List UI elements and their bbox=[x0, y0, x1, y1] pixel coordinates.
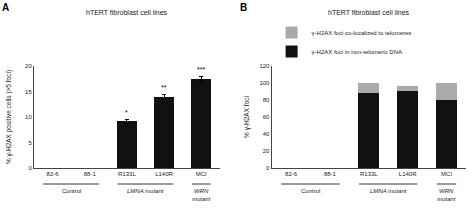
svg-text:*: * bbox=[125, 109, 128, 116]
svg-text:Control: Control bbox=[301, 188, 320, 194]
svg-text:LMNA mutant: LMNA mutant bbox=[370, 188, 407, 194]
svg-text:L140R: L140R bbox=[155, 171, 173, 177]
svg-text:100: 100 bbox=[259, 80, 270, 86]
svg-text:82-6: 82-6 bbox=[285, 171, 298, 177]
svg-text:80: 80 bbox=[263, 97, 270, 103]
svg-text:MCI: MCI bbox=[196, 171, 207, 177]
svg-text:82-6: 82-6 bbox=[47, 171, 60, 177]
svg-text:60: 60 bbox=[263, 114, 270, 120]
svg-text:10: 10 bbox=[25, 114, 32, 120]
svg-text:40: 40 bbox=[263, 131, 270, 137]
svg-text:WRNmutant: WRNmutant bbox=[192, 188, 211, 202]
svg-text:MCI: MCI bbox=[441, 171, 452, 177]
svg-text:γ-H2AX foci in non-telomeric D: γ-H2AX foci in non-telomeric DNA bbox=[312, 49, 402, 55]
svg-text:120: 120 bbox=[259, 63, 270, 69]
svg-text:% γ-H2AX positive cells (>5 fo: % γ-H2AX positive cells (>5 foci) bbox=[5, 70, 13, 164]
svg-text:20: 20 bbox=[263, 148, 270, 154]
svg-text:20: 20 bbox=[25, 63, 32, 69]
svg-text:WRNmutant: WRNmutant bbox=[437, 188, 456, 202]
svg-text:LMNA mutant: LMNA mutant bbox=[127, 188, 164, 194]
svg-text:hTERT fibroblast cell lines: hTERT fibroblast cell lines bbox=[328, 9, 410, 16]
svg-text:R133L: R133L bbox=[360, 171, 378, 177]
svg-text:0: 0 bbox=[28, 165, 32, 171]
svg-text:Control: Control bbox=[62, 188, 81, 194]
svg-text:R133L: R133L bbox=[118, 171, 136, 177]
svg-text:88-1: 88-1 bbox=[324, 171, 337, 177]
svg-text:γ-H2AX foci co-localized to te: γ-H2AX foci co-localized to telomeres bbox=[312, 30, 412, 36]
svg-text:0: 0 bbox=[266, 165, 270, 171]
svg-text:% γ-H2AX foci: % γ-H2AX foci bbox=[243, 96, 251, 138]
svg-text:5: 5 bbox=[28, 140, 32, 146]
svg-text:L140R: L140R bbox=[399, 171, 417, 177]
svg-text:B: B bbox=[240, 2, 247, 13]
svg-text:hTERT fibroblast cell lines: hTERT fibroblast cell lines bbox=[86, 9, 168, 16]
svg-text:A: A bbox=[2, 2, 9, 13]
svg-text:15: 15 bbox=[25, 89, 32, 95]
svg-text:**: ** bbox=[161, 84, 167, 91]
svg-text:88-1: 88-1 bbox=[84, 171, 97, 177]
svg-text:***: *** bbox=[197, 66, 205, 73]
